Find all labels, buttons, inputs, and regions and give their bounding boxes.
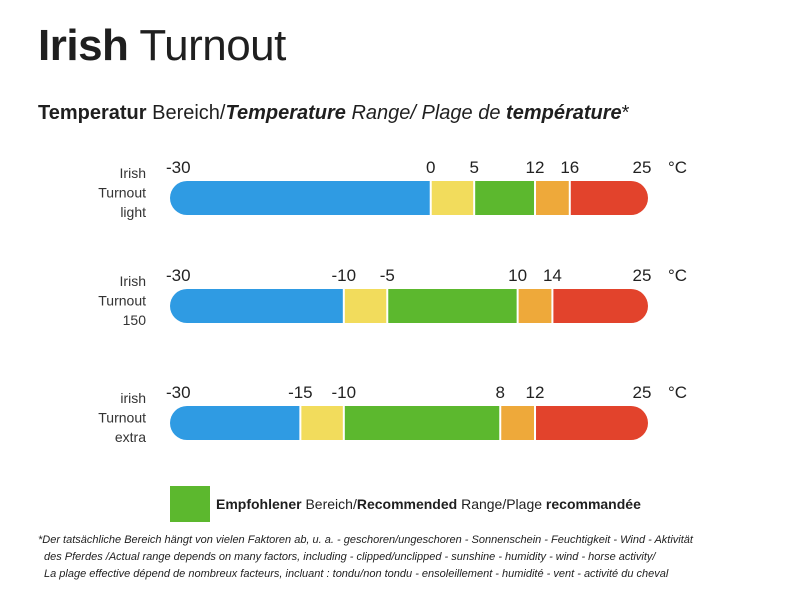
bar-2-tick-label: -10 <box>332 383 357 402</box>
subtitle-de-rest: Bereich/ <box>152 102 226 124</box>
subtitle-de-bold: Temperatur <box>38 102 147 124</box>
bar-0-segment-red <box>569 181 648 215</box>
legend-text: Empfohlener Bereich/Recommended Range/Pl… <box>216 496 641 512</box>
footnote: *Der tatsächliche Bereich hängt von viel… <box>38 532 693 583</box>
subtitle-asterisk: * <box>621 102 630 124</box>
bar-0-tick-label: -30 <box>166 158 191 177</box>
bar-1-tick-label: 14 <box>543 266 562 285</box>
bar-1-tick-label: 10 <box>508 266 527 285</box>
bar-1-segments <box>170 289 648 323</box>
legend-en-rest: Range/Plage <box>461 496 543 512</box>
bar-group-2: -30 -15 -10 8 12 25 °C irish Turnout extra <box>98 383 687 445</box>
bar-0-segment-yellow <box>430 181 475 215</box>
bar-2-tick-label: -15 <box>288 383 313 402</box>
bar-1-label-line-0: Irish <box>120 273 146 289</box>
bar-0-label-line-0: Irish <box>120 165 146 181</box>
footnote-line-3: La plage effective dépend de nombreux fa… <box>44 568 669 580</box>
legend-fr-bold: recommandée <box>545 496 641 512</box>
bar-2-segment-blue <box>170 406 301 440</box>
bar-1-tick-label: -10 <box>332 266 357 285</box>
bar-2-segment-orange <box>500 406 536 440</box>
bar-0-label-line-1: Turnout <box>98 185 146 201</box>
bar-2-label-line-0: irish <box>120 390 146 406</box>
bar-2-label-line-1: Turnout <box>98 410 146 426</box>
temperature-range-chart: -30 0 5 12 16 25 °C Irish Turnout light -30 -10 -5 10… <box>98 158 687 445</box>
bar-1-segment-yellow <box>343 289 388 323</box>
bar-0-tick-label: 16 <box>560 158 579 177</box>
subtitle-en-rest: Range/ Plage de <box>351 102 501 124</box>
bar-0-segment-green <box>474 181 536 215</box>
subtitle-fr-bold: température <box>506 102 622 124</box>
bar-0-segments <box>170 181 648 215</box>
bar-0-segment-orange <box>535 181 570 215</box>
bar-2-tick-label: 12 <box>526 383 545 402</box>
title-regular: Turnout <box>139 21 286 70</box>
bar-group-0: -30 0 5 12 16 25 °C Irish Turnout light <box>98 158 687 220</box>
bar-0-tick-label: 25 <box>633 158 652 177</box>
bar-0-unit-label: °C <box>668 158 687 177</box>
bar-1-tick-label: -5 <box>380 266 395 285</box>
title-bold: Irish <box>38 21 129 70</box>
chart-subtitle: Temperatur Bereich/Temperature Range/ Pl… <box>38 100 629 126</box>
legend: Empfohlener Bereich/Recommended Range/Pl… <box>170 486 641 522</box>
bar-1-label-line-2: 150 <box>123 312 147 328</box>
bar-1-segment-green <box>387 289 518 323</box>
bar-2-tick-label: 25 <box>633 383 652 402</box>
legend-de-bold: Empfohlener <box>216 496 302 512</box>
bar-2-segment-yellow <box>300 406 344 440</box>
bar-2-tick-label: 8 <box>496 383 505 402</box>
bar-group-1: -30 -10 -5 10 14 25 °C Irish Turnout 150 <box>98 266 687 328</box>
bar-1-unit-label: °C <box>668 266 687 285</box>
bar-2-segment-red <box>535 406 648 440</box>
legend-en-bold: Recommended <box>356 496 458 512</box>
bar-0-label-line-2: light <box>120 204 146 220</box>
subtitle-en-bold: Temperature <box>225 102 346 124</box>
bar-0-tick-label: 0 <box>426 158 435 177</box>
bar-0-tick-label: 12 <box>526 158 545 177</box>
bar-1-tick-label: 25 <box>633 266 652 285</box>
bar-1-segment-red <box>552 289 648 323</box>
bar-1-segment-blue <box>170 289 344 323</box>
bar-2-label-line-2: extra <box>115 429 146 445</box>
footnote-line-2: des Pferdes /Actual range depends on man… <box>44 551 656 563</box>
footnote-line-1: *Der tatsächliche Bereich hängt von viel… <box>38 534 693 546</box>
bar-0-tick-label: 5 <box>469 158 478 177</box>
bar-2-tick-label: -30 <box>166 383 191 402</box>
bar-2-segments <box>170 406 648 440</box>
bar-2-segment-green <box>343 406 501 440</box>
legend-de-rest: Bereich/ <box>305 496 357 512</box>
legend-swatch-recommended <box>170 486 210 522</box>
bar-1-label-line-1: Turnout <box>98 293 146 309</box>
bar-1-tick-label: -30 <box>166 266 191 285</box>
bar-2-unit-label: °C <box>668 383 687 402</box>
page-title: Irish Turnout <box>38 20 286 72</box>
bar-0-segment-blue <box>170 181 431 215</box>
bar-1-segment-orange <box>517 289 553 323</box>
